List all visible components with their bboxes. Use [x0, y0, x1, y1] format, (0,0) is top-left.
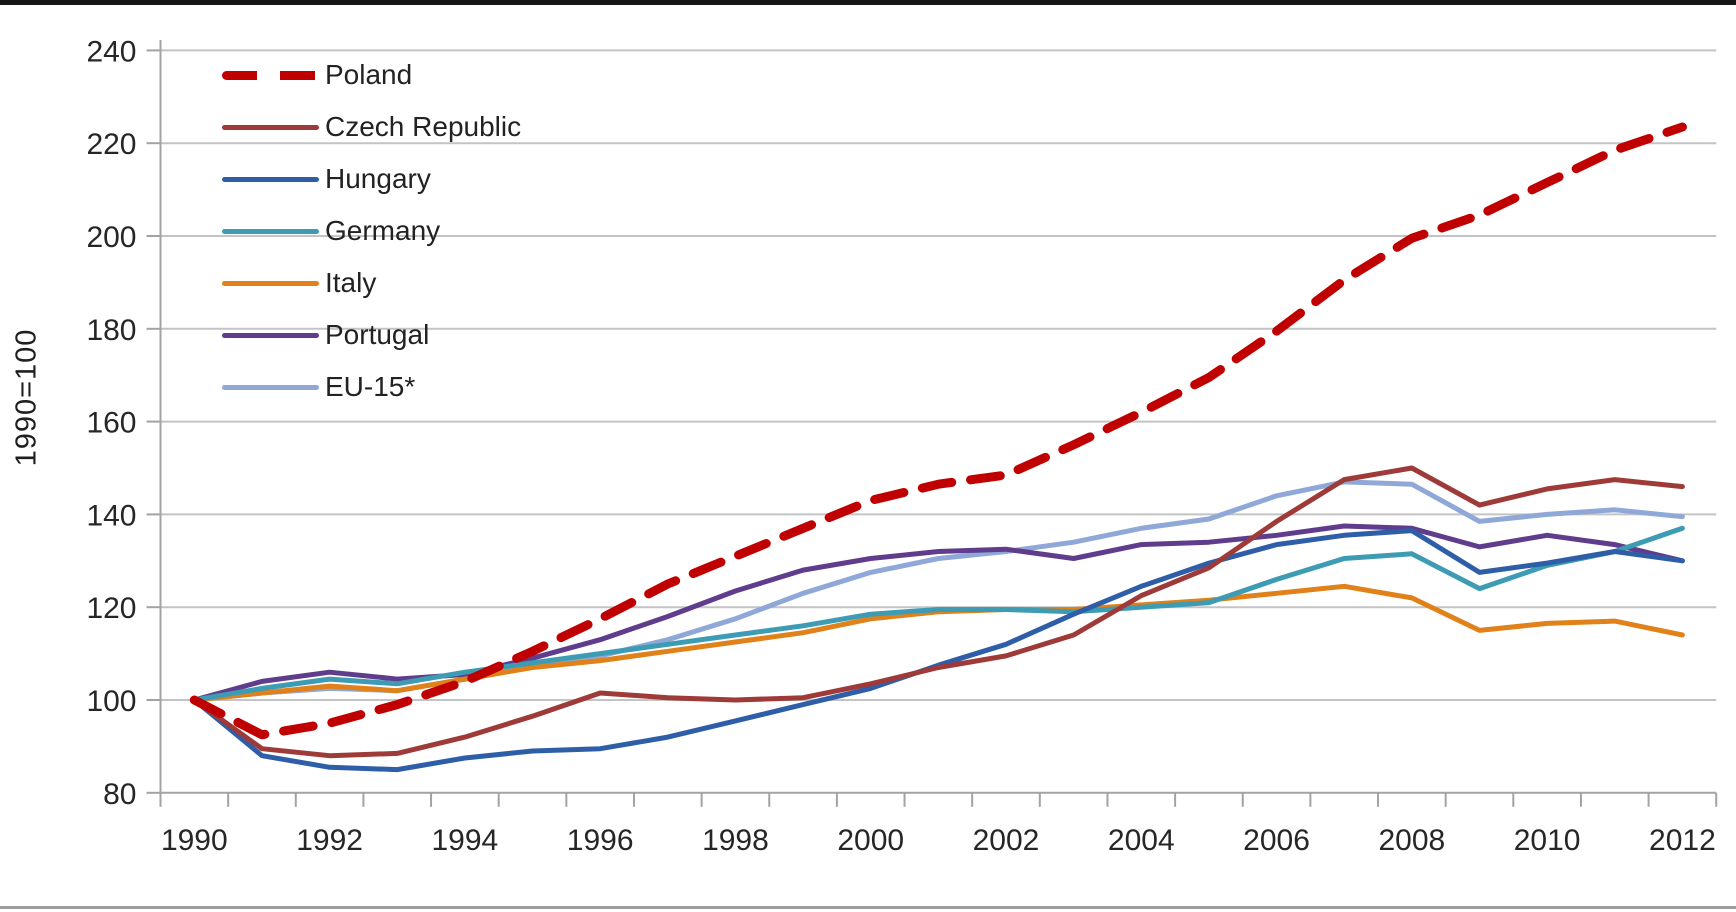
series-line-poland [189, 122, 1687, 740]
legend-line-swatch [222, 280, 319, 286]
legend-label: Portugal [325, 319, 430, 350]
x-tick-label: 1994 [432, 824, 499, 857]
legend-line-swatch [222, 124, 319, 130]
series-line-czech-republic [191, 465, 1685, 759]
legend-line-swatch [222, 70, 319, 80]
legend-item-germany: Germany [222, 205, 521, 257]
legend-item-eu15: EU-15* [222, 361, 521, 413]
top-border-bar [0, 0, 1736, 5]
bottom-border-bar [0, 906, 1736, 909]
y-tick-label: 240 [86, 35, 136, 68]
x-tick-label: 2008 [1378, 824, 1445, 857]
legend-item-hungary: Hungary [222, 153, 521, 205]
y-tick-label: 160 [86, 407, 136, 440]
legend-label: Hungary [325, 163, 431, 194]
y-tick-label: 200 [86, 221, 136, 254]
legend-label: Germany [325, 215, 441, 246]
legend-line-swatch [222, 332, 319, 338]
y-tick-label: 120 [86, 592, 136, 625]
legend-line-swatch [222, 384, 319, 390]
legend-label: EU-15* [325, 371, 416, 402]
legend-line-swatch [222, 228, 319, 234]
y-axis-title: 1990=100 [10, 328, 43, 467]
legend-label: Poland [325, 59, 413, 90]
x-tick-label: 2002 [973, 824, 1040, 857]
x-tick-label: 2012 [1649, 824, 1716, 857]
x-tick-label: 1998 [702, 824, 769, 857]
x-tick-label: 1990 [161, 824, 228, 857]
chart-legend: Poland Czech Republic Hungary Germany It… [222, 49, 521, 413]
y-tick-label: 220 [86, 128, 136, 161]
y-tick-label: 140 [86, 499, 136, 532]
x-tick-label: 2010 [1514, 824, 1581, 857]
y-tick-label: 180 [86, 314, 136, 347]
series-line-hungary [191, 528, 1685, 773]
series-line-italy [191, 583, 1685, 703]
y-tick-label: 100 [86, 685, 136, 718]
legend-item-czech-republic: Czech Republic [222, 101, 521, 153]
x-tick-label: 1996 [567, 824, 634, 857]
x-tick-label: 2000 [837, 824, 904, 857]
x-tick-label: 2006 [1243, 824, 1310, 857]
y-tick-label: 80 [103, 778, 136, 811]
x-tick-label: 1992 [296, 824, 363, 857]
x-tick-label: 2004 [1108, 824, 1175, 857]
legend-label: Italy [325, 267, 377, 298]
series-line-germany [191, 525, 1685, 703]
legend-item-portugal: Portugal [222, 309, 521, 361]
legend-label: Czech Republic [325, 111, 522, 142]
legend-line-swatch [222, 176, 319, 182]
legend-item-poland: Poland [222, 49, 521, 101]
legend-item-italy: Italy [222, 257, 521, 309]
